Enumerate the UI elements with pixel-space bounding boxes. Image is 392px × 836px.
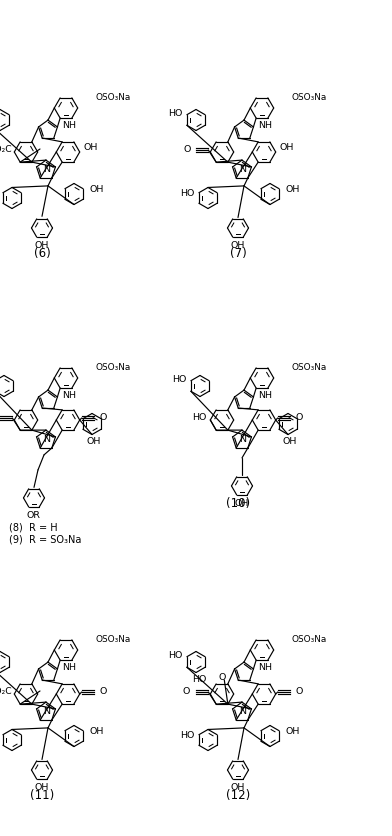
Text: NH: NH (62, 121, 76, 130)
Text: (12): (12) (226, 789, 250, 803)
Text: NH: NH (258, 121, 272, 130)
Text: (7): (7) (230, 247, 247, 261)
Text: OH: OH (90, 726, 104, 736)
Text: O: O (183, 686, 190, 696)
Text: HO: HO (192, 414, 206, 422)
Text: OH: OH (286, 726, 300, 736)
Text: (8)  R = H: (8) R = H (9, 523, 58, 533)
Text: N: N (44, 707, 51, 716)
Text: OH: OH (90, 185, 104, 193)
Text: O: O (218, 674, 226, 682)
Text: OH: OH (231, 783, 245, 793)
Text: OH: OH (35, 783, 49, 793)
Text: OSO₃Na: OSO₃Na (96, 364, 131, 373)
Text: N: N (44, 436, 51, 445)
Text: N: N (240, 166, 247, 175)
Text: OH: OH (84, 142, 98, 151)
Text: MeO₂C: MeO₂C (0, 145, 12, 154)
Text: OSO₃Na: OSO₃Na (96, 94, 131, 103)
Text: (11): (11) (30, 789, 54, 803)
Text: OH: OH (87, 437, 101, 446)
Text: N: N (44, 166, 51, 175)
Text: O: O (184, 145, 191, 155)
Text: OR: OR (27, 511, 41, 520)
Text: HO: HO (192, 675, 206, 685)
Text: N: N (240, 436, 247, 445)
Text: HO: HO (168, 110, 182, 119)
Text: OH: OH (286, 185, 300, 193)
Text: MeO₂C: MeO₂C (0, 686, 12, 696)
Text: NH: NH (258, 391, 272, 400)
Text: O: O (100, 686, 107, 696)
Text: NH: NH (62, 391, 76, 400)
Text: (6): (6) (34, 247, 51, 261)
Text: OSO₃Na: OSO₃Na (292, 94, 327, 103)
Text: OSO₃Na: OSO₃Na (292, 364, 327, 373)
Text: OH: OH (283, 437, 297, 446)
Text: (10): (10) (226, 497, 250, 511)
Text: HO: HO (180, 731, 194, 740)
Text: O: O (100, 412, 107, 421)
Text: OH: OH (235, 499, 249, 508)
Text: HO: HO (168, 651, 182, 660)
Text: O: O (296, 686, 303, 696)
Text: OH: OH (280, 142, 294, 151)
Text: OSO₃Na: OSO₃Na (292, 635, 327, 645)
Text: OSO₃Na: OSO₃Na (96, 635, 131, 645)
Text: N: N (240, 707, 247, 716)
Text: (9)  R = SO₃Na: (9) R = SO₃Na (9, 535, 82, 545)
Text: NH: NH (258, 664, 272, 672)
Text: OH: OH (35, 242, 49, 250)
Text: NH: NH (62, 664, 76, 672)
Text: OH: OH (231, 242, 245, 250)
Text: HO: HO (172, 375, 186, 385)
Text: HO: HO (180, 188, 194, 197)
Text: O: O (296, 412, 303, 421)
